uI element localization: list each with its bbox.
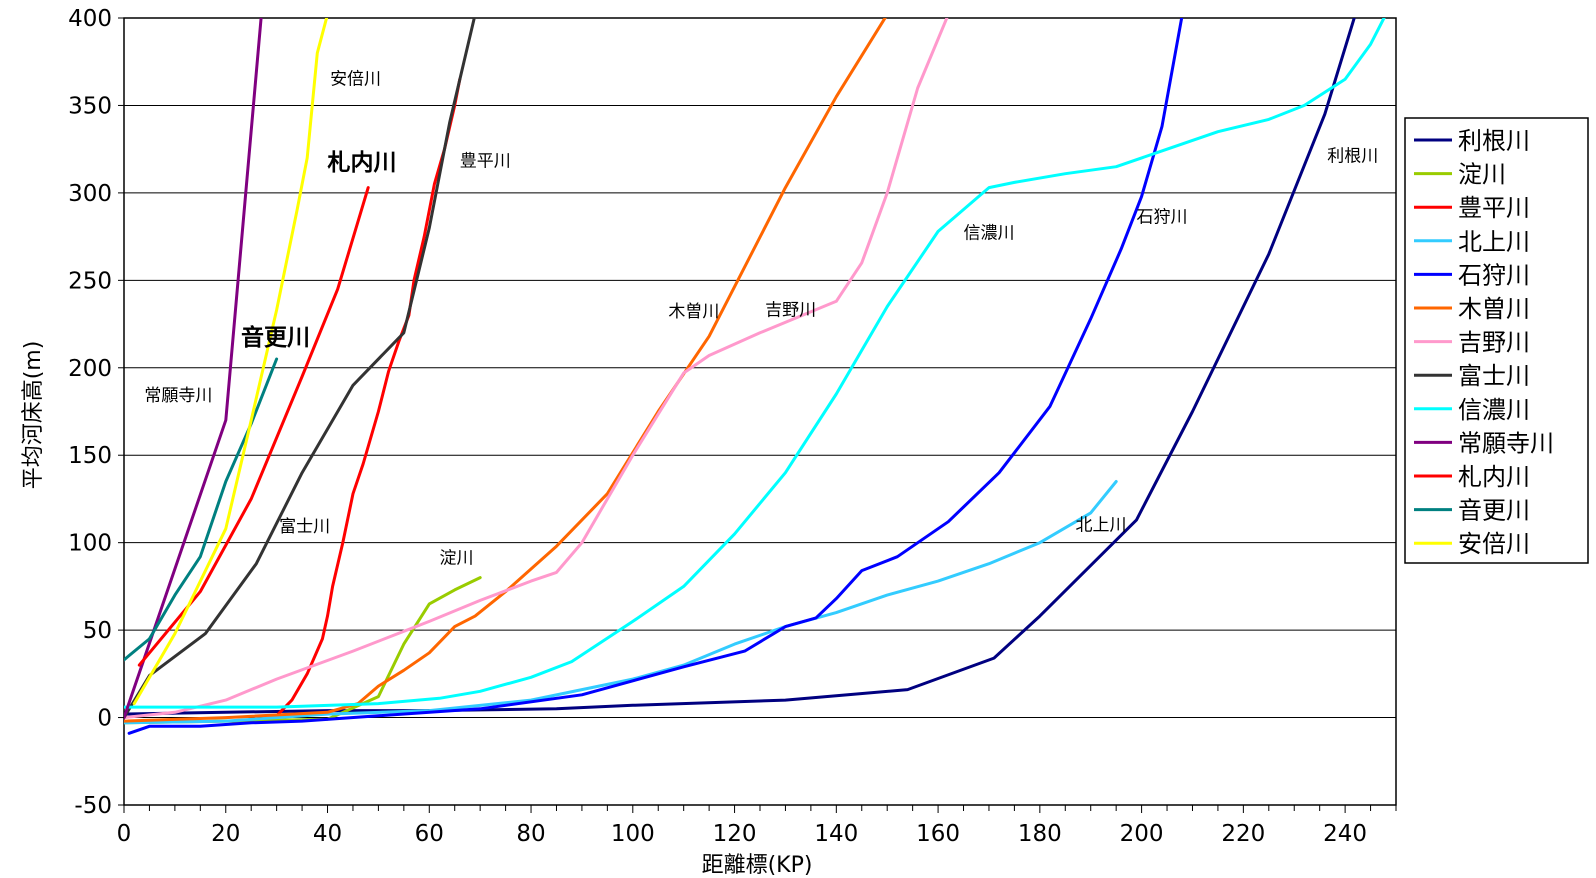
- x-tick-label: 20: [211, 821, 240, 847]
- series-line-4: [124, 480, 1118, 725]
- annotation-label: 豊平川: [460, 152, 511, 172]
- y-tick-label: 250: [68, 268, 112, 294]
- x-tick-label: 80: [516, 821, 545, 847]
- y-axis-title: 平均河床高(m): [21, 341, 46, 490]
- y-tick-label: -50: [74, 793, 112, 819]
- annotation-label: 信濃川: [964, 223, 1015, 243]
- annotation-label: 札内川: [327, 150, 397, 176]
- legend-label: 信濃川: [1458, 396, 1530, 424]
- legend-label: 石狩川: [1458, 261, 1530, 289]
- legend-label: 札内川: [1458, 463, 1530, 491]
- y-tick-label: 350: [68, 93, 112, 119]
- x-tick-label: 40: [313, 821, 342, 847]
- legend-label: 音更川: [1458, 497, 1530, 525]
- y-tick-label: 150: [68, 443, 112, 469]
- legend-label: 常願寺川: [1458, 429, 1554, 457]
- legend-label: 北上川: [1458, 228, 1530, 256]
- x-tick-label: 140: [814, 821, 858, 847]
- y-tick-label: 100: [68, 531, 112, 557]
- annotation-label: 音更川: [241, 324, 310, 351]
- y-tick-label: 300: [68, 181, 112, 207]
- series-line-10: [124, 18, 263, 720]
- x-tick-label: 200: [1120, 821, 1164, 847]
- x-tick-label: 120: [713, 821, 757, 847]
- x-tick-label: 180: [1018, 821, 1062, 847]
- series-line-5: [127, 18, 1184, 735]
- x-tick-label: 220: [1221, 821, 1265, 847]
- legend-label: 木曽川: [1458, 295, 1530, 323]
- series-line-3: [275, 77, 462, 718]
- x-tick-label: 0: [117, 821, 132, 847]
- annotation-label: 淀川: [439, 549, 473, 569]
- series-line-13: [132, 18, 329, 706]
- annotation-label: 石狩川: [1137, 208, 1188, 228]
- legend-label: 豊平川: [1458, 194, 1530, 222]
- x-axis-title: 距離標(KP): [702, 853, 813, 878]
- y-tick-label: 200: [68, 356, 112, 382]
- annotation-label: 木曽川: [668, 302, 719, 322]
- annotation-label: 安倍川: [330, 69, 381, 89]
- annotation-label: 富士川: [279, 517, 330, 537]
- series-line-7: [124, 18, 949, 720]
- legend-label: 安倍川: [1458, 530, 1530, 558]
- x-tick-label: 60: [415, 821, 444, 847]
- y-tick-label: 50: [83, 618, 112, 644]
- y-tick-label: 0: [97, 706, 112, 732]
- x-tick-label: 160: [916, 821, 960, 847]
- annotation-label: 吉野川: [765, 300, 816, 320]
- legend-label: 利根川: [1458, 127, 1530, 155]
- annotation-label: 常願寺川: [144, 386, 212, 406]
- series-line-8: [124, 18, 476, 720]
- annotation-label: 北上川: [1075, 515, 1126, 535]
- series-line-9: [124, 18, 1386, 709]
- y-tick-label: 400: [68, 6, 112, 32]
- legend-label: 富士川: [1458, 362, 1530, 390]
- x-tick-label: 100: [611, 821, 655, 847]
- series-lines: [124, 18, 1386, 735]
- legend-label: 淀川: [1458, 161, 1506, 189]
- x-tick-label: 240: [1323, 821, 1367, 847]
- series-line-6: [124, 18, 887, 723]
- plot-area: [123, 17, 1397, 806]
- legend-label: 吉野川: [1458, 329, 1530, 357]
- series-line-1: [124, 18, 1356, 716]
- annotation-label: 利根川: [1327, 146, 1378, 166]
